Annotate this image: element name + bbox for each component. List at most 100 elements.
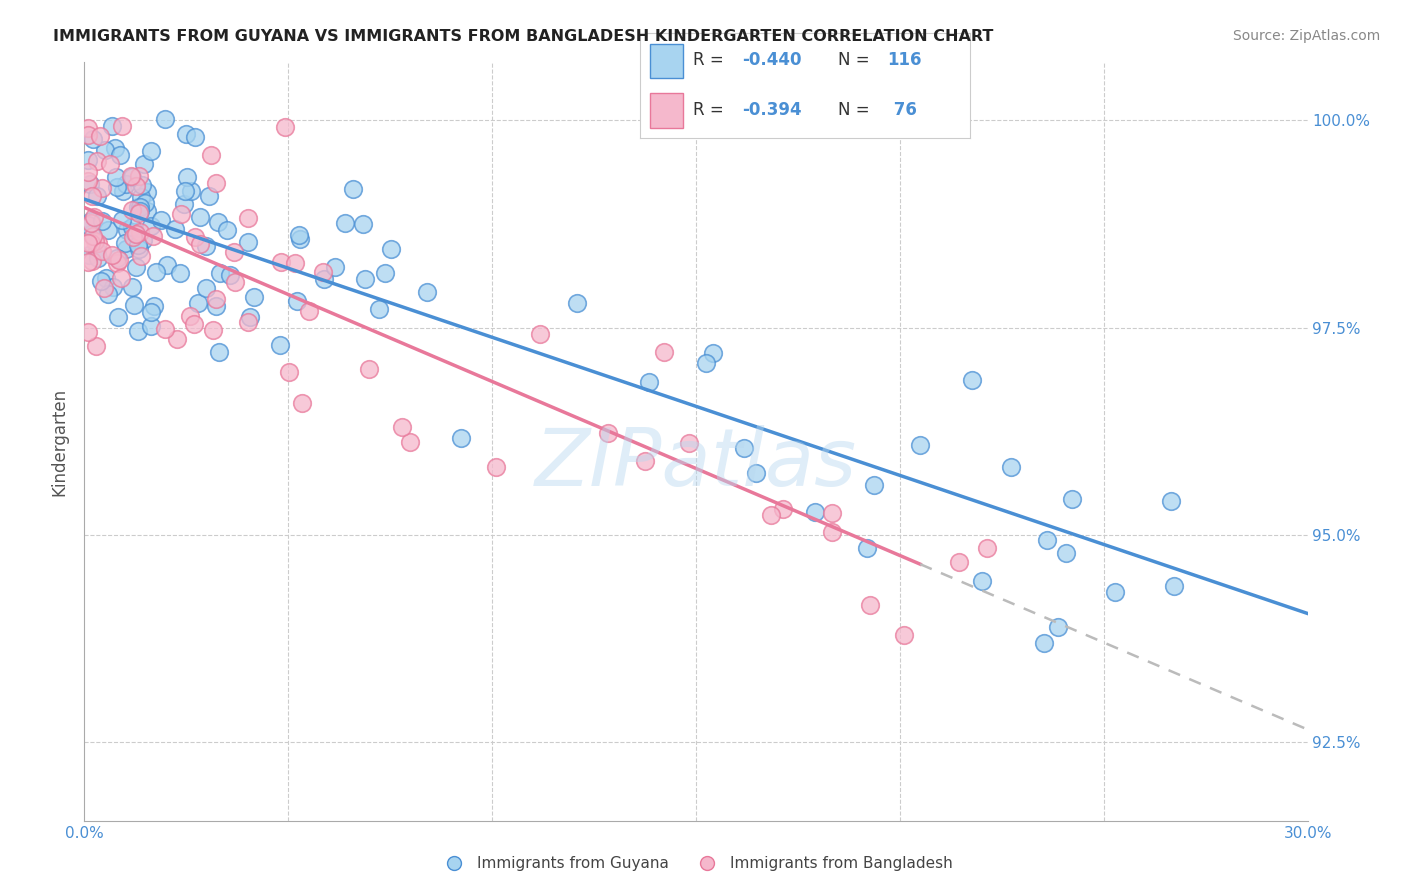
Point — [132, 157, 155, 171]
Point — [82, 132, 104, 146]
Point — [702, 346, 724, 360]
Point — [93, 281, 115, 295]
Point — [288, 232, 311, 246]
Point — [180, 185, 202, 199]
Text: -0.394: -0.394 — [742, 101, 801, 119]
Point — [111, 212, 134, 227]
Point — [772, 501, 794, 516]
Point — [122, 298, 145, 312]
Point — [129, 190, 152, 204]
Point — [759, 508, 782, 523]
Point — [893, 628, 915, 642]
Point — [121, 202, 143, 217]
Point — [176, 127, 198, 141]
Point — [277, 366, 299, 380]
Point — [110, 271, 132, 285]
Point — [131, 178, 153, 192]
Point — [125, 178, 148, 193]
Point — [112, 184, 135, 198]
Point — [77, 326, 100, 340]
Point — [97, 223, 120, 237]
Point — [205, 292, 228, 306]
Point — [77, 236, 100, 251]
Point — [291, 396, 314, 410]
Point — [77, 121, 100, 136]
Point — [357, 361, 380, 376]
Point — [236, 235, 259, 250]
Point — [91, 214, 114, 228]
Point — [200, 148, 222, 162]
Point — [274, 120, 297, 135]
Point — [82, 228, 104, 243]
Point — [399, 434, 422, 449]
Point — [224, 275, 246, 289]
Point — [354, 271, 377, 285]
Point — [1104, 584, 1126, 599]
Point — [174, 184, 197, 198]
Point — [342, 182, 364, 196]
Text: 116: 116 — [887, 52, 922, 70]
Text: Source: ZipAtlas.com: Source: ZipAtlas.com — [1233, 29, 1381, 43]
Point — [948, 555, 970, 569]
Point — [77, 248, 100, 262]
Point — [450, 431, 472, 445]
Point — [285, 293, 308, 308]
Point — [90, 275, 112, 289]
Point — [166, 332, 188, 346]
Point — [91, 180, 114, 194]
Point — [856, 541, 879, 555]
Point — [77, 128, 100, 142]
Point — [859, 598, 882, 612]
Point — [145, 265, 167, 279]
Point — [121, 219, 143, 234]
Point — [121, 280, 143, 294]
Point — [97, 287, 120, 301]
Point — [94, 271, 117, 285]
Point — [122, 230, 145, 244]
Point — [153, 112, 176, 126]
Point — [391, 419, 413, 434]
Point — [80, 188, 103, 202]
Point — [187, 296, 209, 310]
Point — [139, 219, 162, 233]
Bar — [650, 44, 683, 78]
Point — [183, 317, 205, 331]
Point — [84, 234, 107, 248]
Point — [83, 210, 105, 224]
Point — [114, 236, 136, 251]
Point — [80, 216, 103, 230]
Point — [288, 228, 311, 243]
Point — [127, 238, 149, 252]
Point — [1032, 636, 1054, 650]
Point — [485, 459, 508, 474]
Point — [242, 290, 264, 304]
Point — [77, 219, 100, 233]
Point — [82, 254, 104, 268]
Point — [314, 272, 336, 286]
Point — [270, 255, 292, 269]
Point — [194, 281, 217, 295]
Point — [131, 233, 153, 247]
Point — [90, 244, 112, 258]
Point — [188, 210, 211, 224]
Point — [139, 318, 162, 333]
Point — [101, 119, 124, 133]
Point — [565, 296, 588, 310]
Point — [634, 454, 657, 468]
Point — [77, 165, 100, 179]
Text: R =: R = — [693, 101, 723, 119]
Point — [121, 169, 143, 184]
Point — [111, 119, 134, 133]
Point — [962, 373, 984, 387]
Point — [142, 299, 165, 313]
Point — [86, 235, 108, 250]
Point — [129, 249, 152, 263]
Point — [733, 442, 755, 456]
Point — [86, 189, 108, 203]
Point — [325, 260, 347, 274]
Point — [128, 169, 150, 184]
Point — [654, 344, 676, 359]
Point — [202, 323, 225, 337]
Point — [127, 200, 149, 214]
Point — [204, 176, 226, 190]
